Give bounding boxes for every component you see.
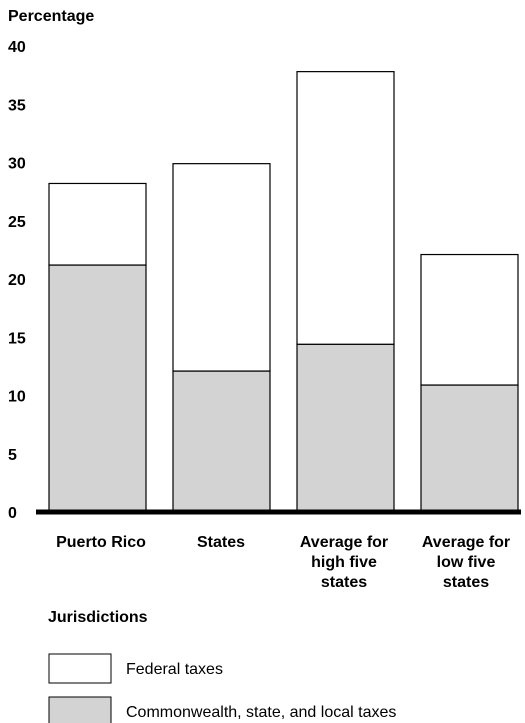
y-tick-label: 0 (8, 505, 17, 522)
category-label: Average for (300, 534, 388, 551)
category-label: states (443, 574, 489, 591)
category-labels: Puerto Rico States Average for high five sta… (56, 534, 510, 591)
bar-segment-federal (420, 253, 519, 386)
legend-swatch (48, 696, 112, 723)
category-label: Average for (422, 534, 510, 551)
bar-segment-commonwealth-state-local (296, 343, 395, 513)
bar-segment-commonwealth-state-local (48, 264, 147, 513)
y-tick-label: 20 (8, 272, 26, 289)
legend-swatch (48, 653, 112, 684)
legend-label: Federal taxes (126, 661, 223, 678)
category-label: low five (437, 554, 496, 571)
category-label: high five (311, 554, 377, 571)
legend-label: Commonwealth, state, and local taxes (126, 704, 396, 721)
y-axis-label: Percentage (8, 8, 94, 25)
bar-segment-federal (48, 182, 147, 266)
category-label: Puerto Rico (56, 534, 146, 551)
y-tick-label: 40 (8, 39, 26, 56)
y-tick-label: 35 (8, 97, 26, 114)
category-label: states (321, 574, 367, 591)
y-tick-label: 30 (8, 156, 26, 173)
y-tick-label: 5 (8, 447, 17, 464)
y-tick-label: 25 (8, 214, 26, 231)
legend: Federal taxes Commonwealth, state, and lo… (48, 653, 396, 723)
y-tick-label: 10 (8, 389, 26, 406)
category-label: States (197, 534, 245, 551)
bar-segment-federal (296, 71, 395, 345)
bars (48, 71, 519, 513)
bar-segment-commonwealth-state-local (420, 384, 519, 513)
bar-segment-commonwealth-state-local (172, 370, 271, 513)
bar-segment-federal (172, 163, 271, 372)
y-axis-ticks: 0 5 10 15 20 25 30 35 40 (8, 39, 26, 522)
y-tick-label: 15 (8, 330, 26, 347)
x-axis-label: Jurisdictions (48, 609, 148, 626)
